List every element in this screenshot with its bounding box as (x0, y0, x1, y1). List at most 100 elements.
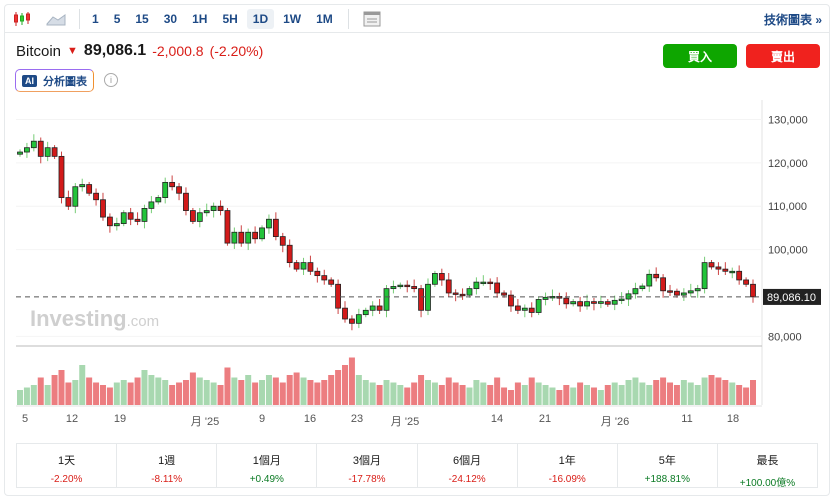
period-change: -16.09% (548, 474, 586, 485)
price-chart[interactable]: Investing.com 130,000 120,000 110,000 100,0… (0, 0, 834, 440)
volume-bar (286, 375, 293, 405)
watermark-main: Investing (30, 306, 127, 331)
performance-cell[interactable]: 6個月 -24.12% (418, 444, 518, 487)
candle (24, 142, 30, 158)
area-chart-icon[interactable] (45, 8, 67, 30)
period-change: +188.81% (644, 474, 690, 485)
volume-bar (245, 375, 252, 405)
candle (349, 315, 355, 331)
volume-bar (293, 372, 300, 405)
performance-cell[interactable]: 5年 +188.81% (618, 444, 718, 487)
y-tick: 110,000 (768, 201, 807, 213)
chart-toolbar: 1 5 15 30 1H 5H 1D 1W 1M (5, 5, 829, 33)
volume-bar (501, 387, 508, 405)
y-tick: 130,000 (768, 115, 808, 127)
volume-bar (169, 385, 176, 405)
candle (494, 277, 501, 298)
candle (514, 299, 521, 314)
candle (438, 268, 445, 286)
candle (376, 299, 383, 314)
candle (687, 283, 694, 297)
candle (155, 194, 162, 205)
volume-bar (328, 375, 335, 405)
technical-chart-link[interactable]: 技術圖表 » (763, 13, 822, 27)
candle (65, 190, 72, 210)
candle (141, 204, 148, 229)
interval-1d[interactable]: 1D (246, 8, 275, 29)
volume-bar (528, 377, 535, 405)
volume-bar (604, 385, 611, 405)
candle (425, 278, 431, 316)
performance-cell[interactable]: 最長 +100.00億% (718, 444, 817, 489)
candle (17, 149, 23, 157)
candle (383, 284, 390, 318)
candle (293, 260, 300, 272)
volume-bar (667, 382, 674, 405)
x-tick: 19 (113, 413, 127, 425)
interval-1[interactable]: 1 (92, 11, 99, 26)
volume-bar (355, 375, 362, 405)
layout-icon[interactable] (361, 8, 383, 30)
candle (217, 200, 224, 216)
volume-bar (459, 385, 466, 405)
volume-bar (134, 377, 141, 405)
interval-30[interactable]: 30 (163, 11, 178, 26)
volume-bar (722, 380, 729, 405)
volume-bar (307, 380, 314, 405)
sell-button[interactable]: 賣出 (746, 44, 820, 68)
performance-cell[interactable]: 3個月 -17.78% (317, 444, 418, 487)
performance-cell[interactable]: 1個月 +0.49% (217, 444, 318, 487)
candle (632, 282, 639, 299)
period-change: -24.12% (448, 474, 486, 485)
volume-bar (563, 385, 570, 405)
info-icon[interactable]: i (104, 73, 118, 87)
candle (577, 296, 584, 312)
interval-1w[interactable]: 1W (283, 11, 302, 26)
volume-bar (148, 375, 155, 405)
ai-analyze-chart-button[interactable]: AI 分析圖表 (15, 69, 94, 92)
period-label: 最長 (756, 455, 779, 467)
candle (307, 255, 314, 275)
candlestick-chart-icon[interactable] (11, 8, 33, 30)
candle (335, 279, 341, 314)
volume-bar (369, 382, 376, 405)
interval-5[interactable]: 5 (113, 11, 121, 26)
volume-bar (418, 375, 425, 405)
performance-cell[interactable]: 1週 -8.11% (117, 444, 218, 487)
x-tick: 5 (21, 413, 29, 425)
volume-bar (321, 380, 328, 405)
period-label: 3個月 (352, 455, 381, 467)
volume-bar (51, 375, 58, 405)
volume-bar (252, 382, 259, 405)
interval-1h[interactable]: 1H (192, 11, 208, 26)
volume-bar (487, 385, 494, 405)
volume-bar (44, 385, 51, 405)
candle (369, 301, 376, 317)
candle (355, 308, 362, 329)
candle (646, 269, 653, 292)
performance-cell[interactable]: 1年 -16.09% (518, 444, 618, 487)
volume-bar (300, 377, 307, 405)
volume-bar (203, 380, 210, 405)
candle (722, 262, 729, 275)
buy-button[interactable]: 買入 (663, 44, 737, 68)
period-label: 5年 (658, 455, 676, 467)
candle (162, 177, 169, 204)
volume-bar (93, 382, 100, 405)
candle (231, 227, 238, 249)
volume-bar (549, 387, 556, 405)
candle (597, 295, 604, 309)
volume-bar (452, 382, 459, 405)
interval-1m[interactable]: 1M (316, 11, 333, 26)
y-tick: 100,000 (768, 245, 808, 257)
volume-bar (58, 370, 65, 405)
volume-bar (625, 380, 632, 405)
performance-cell[interactable]: 1天 -2.20% (17, 444, 118, 487)
interval-15[interactable]: 15 (135, 11, 149, 26)
volume-bar (404, 387, 411, 405)
volume-bar (79, 365, 86, 405)
candle (418, 284, 424, 318)
candle (106, 213, 113, 233)
volume-bar (238, 380, 245, 405)
interval-5h[interactable]: 5H (222, 11, 238, 26)
